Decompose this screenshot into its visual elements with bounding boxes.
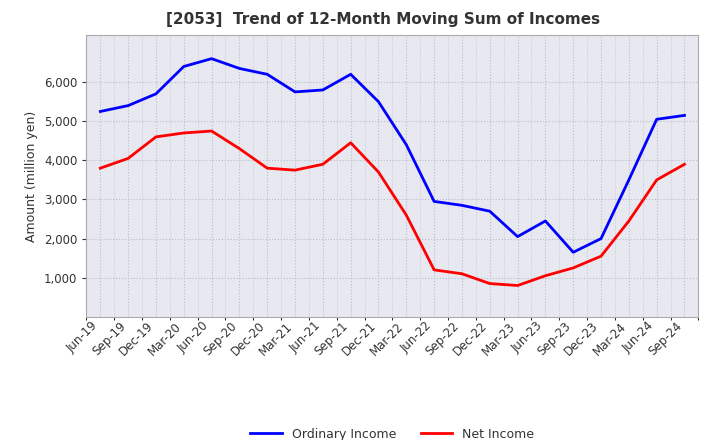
Legend: Ordinary Income, Net Income: Ordinary Income, Net Income xyxy=(246,423,539,440)
Net Income xyxy=(652,177,661,183)
Net Income xyxy=(96,165,104,171)
Net Income xyxy=(374,169,383,175)
Line: Net Income: Net Income xyxy=(100,131,685,286)
Net Income xyxy=(291,168,300,173)
Text: [2053]  Trend of 12-Month Moving Sum of Incomes: [2053] Trend of 12-Month Moving Sum of I… xyxy=(166,12,600,27)
Ordinary Income xyxy=(374,99,383,104)
Ordinary Income xyxy=(291,89,300,95)
Ordinary Income xyxy=(624,177,633,183)
Net Income xyxy=(402,213,410,218)
Ordinary Income xyxy=(263,72,271,77)
Ordinary Income xyxy=(597,236,606,241)
Net Income xyxy=(263,165,271,171)
Net Income xyxy=(124,156,132,161)
Net Income xyxy=(680,161,689,167)
Y-axis label: Amount (million yen): Amount (million yen) xyxy=(25,110,38,242)
Ordinary Income xyxy=(458,203,467,208)
Net Income xyxy=(597,253,606,259)
Ordinary Income xyxy=(680,113,689,118)
Net Income xyxy=(624,218,633,224)
Ordinary Income xyxy=(485,209,494,214)
Ordinary Income xyxy=(179,64,188,69)
Net Income xyxy=(346,140,355,145)
Ordinary Income xyxy=(124,103,132,108)
Ordinary Income xyxy=(541,218,550,224)
Net Income xyxy=(541,273,550,279)
Net Income xyxy=(513,283,522,288)
Net Income xyxy=(485,281,494,286)
Line: Ordinary Income: Ordinary Income xyxy=(100,59,685,252)
Ordinary Income xyxy=(152,91,161,96)
Ordinary Income xyxy=(346,72,355,77)
Ordinary Income xyxy=(207,56,216,61)
Ordinary Income xyxy=(318,87,327,92)
Ordinary Income xyxy=(430,199,438,204)
Net Income xyxy=(207,128,216,134)
Net Income xyxy=(235,146,243,151)
Net Income xyxy=(569,265,577,271)
Ordinary Income xyxy=(652,117,661,122)
Net Income xyxy=(458,271,467,276)
Ordinary Income xyxy=(96,109,104,114)
Net Income xyxy=(179,130,188,136)
Ordinary Income xyxy=(513,234,522,239)
Net Income xyxy=(430,267,438,272)
Net Income xyxy=(318,161,327,167)
Ordinary Income xyxy=(569,249,577,255)
Ordinary Income xyxy=(402,142,410,147)
Net Income xyxy=(152,134,161,139)
Ordinary Income xyxy=(235,66,243,71)
